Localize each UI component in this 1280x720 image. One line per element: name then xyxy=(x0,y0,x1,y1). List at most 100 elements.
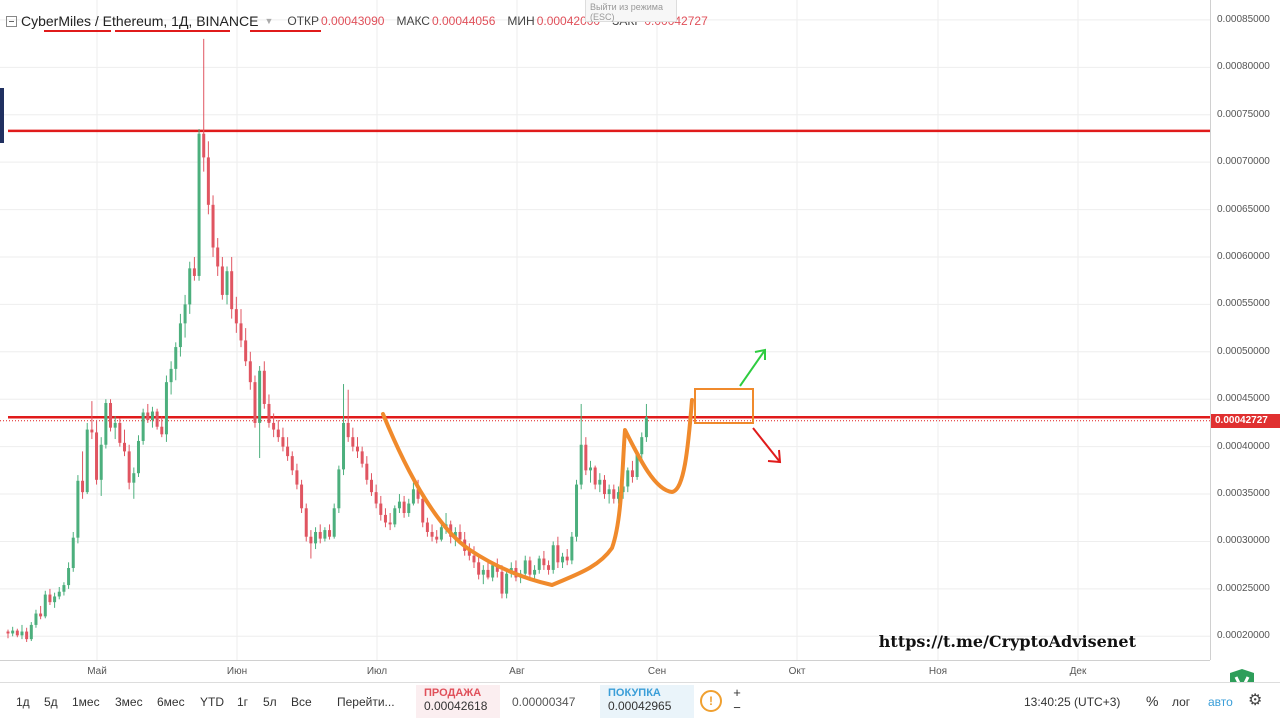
candle-body xyxy=(561,556,565,563)
range-1d[interactable]: 1д xyxy=(16,695,30,709)
range-1m[interactable]: 1мес xyxy=(72,695,100,709)
price-tick-label: 0.00030000 xyxy=(1217,535,1270,547)
chevron-down-icon[interactable]: ▼ xyxy=(264,16,274,26)
chart-area[interactable]: CyberMiles / Ethereum, 1Д, BINANCE ▼ ОТК… xyxy=(0,0,1210,660)
candle-body xyxy=(425,522,429,532)
candle-body xyxy=(570,536,574,561)
open-label: ОТКР xyxy=(287,14,320,28)
candle-body xyxy=(477,562,481,575)
tooltip-line-2: (ESC) xyxy=(590,12,615,22)
candle-body xyxy=(164,382,168,435)
candle-body xyxy=(486,569,490,578)
candle-body xyxy=(183,304,187,324)
price-tick-label: 0.00085000 xyxy=(1217,13,1270,25)
candle-body xyxy=(136,440,140,474)
candle-body xyxy=(393,508,397,525)
candle-body xyxy=(53,596,57,603)
low-value: 0.00042000 xyxy=(536,14,601,28)
candle-body xyxy=(113,422,117,428)
plus-icon[interactable]: + xyxy=(733,685,741,700)
side-panel-handle[interactable] xyxy=(0,88,4,143)
price-tick-label: 0.00045000 xyxy=(1217,393,1270,405)
candle-body xyxy=(123,442,126,452)
gear-icon[interactable]: ⚙ xyxy=(1248,692,1263,709)
price-tick-label: 0.00050000 xyxy=(1217,345,1270,357)
candle-body xyxy=(589,467,592,471)
range-1y[interactable]: 1г xyxy=(237,695,249,709)
candle-body xyxy=(146,412,150,421)
candle-body xyxy=(290,456,294,471)
trade-widget: ПРОДАЖА 0.00042618 0.00000347 ПОКУПКА 0.… xyxy=(412,683,752,720)
candle-body xyxy=(202,133,206,158)
candle-body xyxy=(528,560,532,575)
last-price-tag: 0.00042727 xyxy=(1211,413,1280,428)
goto-date-button[interactable]: Перейти... xyxy=(337,695,395,709)
candle-body xyxy=(439,527,443,540)
candle-body xyxy=(127,451,131,483)
log-scale-button[interactable]: лог xyxy=(1172,695,1191,709)
candle-body xyxy=(234,309,238,324)
range-6m[interactable]: 6мес xyxy=(157,695,185,709)
price-tick-label: 0.00035000 xyxy=(1217,488,1270,500)
candle-body xyxy=(318,531,322,539)
price-chart[interactable] xyxy=(0,0,1210,660)
time-axis[interactable]: Май Июн Июл Авг Сен Окт Ноя Дек xyxy=(0,660,1210,683)
breakout-box xyxy=(694,388,754,424)
candle-body xyxy=(602,479,606,495)
candle-body xyxy=(612,489,616,499)
candle-body xyxy=(206,157,210,205)
symbol-title[interactable]: CyberMiles / Ethereum, 1Д, BINANCE xyxy=(21,13,259,29)
candle-body xyxy=(407,503,411,514)
candle-body xyxy=(39,613,43,617)
info-icon[interactable]: ! xyxy=(700,690,722,712)
tooltip-line-1: Выйти из режима xyxy=(590,2,663,12)
range-all[interactable]: Все xyxy=(291,695,312,709)
candle-body xyxy=(388,522,392,525)
candle-body xyxy=(607,489,611,495)
collapse-icon[interactable] xyxy=(6,15,17,27)
candle-body xyxy=(304,508,308,537)
spread-value: 0.00000347 xyxy=(512,695,576,709)
candle-body xyxy=(104,403,108,445)
candle-body xyxy=(328,530,332,537)
range-5d[interactable]: 5д xyxy=(44,695,58,709)
buy-button[interactable]: ПОКУПКА 0.00042965 xyxy=(600,685,694,718)
range-5y[interactable]: 5л xyxy=(263,695,277,709)
watermark-link: https://t.me/CryptoAdvisenet xyxy=(878,632,1136,651)
candle-body xyxy=(258,370,262,423)
range-3m[interactable]: 3мес xyxy=(115,695,143,709)
arrow-up-icon xyxy=(739,348,766,387)
auto-scale-button[interactable]: авто xyxy=(1208,695,1233,709)
price-axis[interactable]: 0.00085000 0.00080000 0.00075000 0.00070000… xyxy=(1210,0,1280,660)
candle-body xyxy=(62,585,66,592)
candle-body xyxy=(537,558,541,570)
buy-price: 0.00042965 xyxy=(608,699,672,713)
candle-body xyxy=(369,479,373,493)
candle-body xyxy=(472,555,476,563)
percent-scale-button[interactable]: % xyxy=(1146,693,1159,709)
legend-header: CyberMiles / Ethereum, 1Д, BINANCE ▼ ОТК… xyxy=(6,10,720,32)
candle-body xyxy=(402,501,406,514)
quantity-stepper[interactable]: + − xyxy=(730,685,744,715)
sell-button[interactable]: ПРОДАЖА 0.00042618 xyxy=(416,685,500,718)
candles xyxy=(6,38,648,642)
candle-body xyxy=(411,489,415,504)
candle-body xyxy=(547,565,551,570)
range-ytd[interactable]: YTD xyxy=(200,695,224,709)
candle-body xyxy=(295,470,299,485)
candle-body xyxy=(346,422,350,438)
time-tick-label: Ноя xyxy=(928,666,948,677)
candle-body xyxy=(397,501,401,509)
minus-icon[interactable]: − xyxy=(733,700,741,715)
cup-curve xyxy=(381,398,694,587)
candle-body xyxy=(6,631,10,634)
candle-body xyxy=(495,565,499,572)
candle-body xyxy=(216,247,220,267)
candle-body xyxy=(481,569,485,575)
candle-body xyxy=(155,411,159,427)
candle-body xyxy=(435,536,439,540)
candle-body xyxy=(551,545,555,570)
time-tick-label: Окт xyxy=(788,666,806,677)
candle-body xyxy=(244,340,248,362)
horizontal-levels xyxy=(0,129,1210,422)
